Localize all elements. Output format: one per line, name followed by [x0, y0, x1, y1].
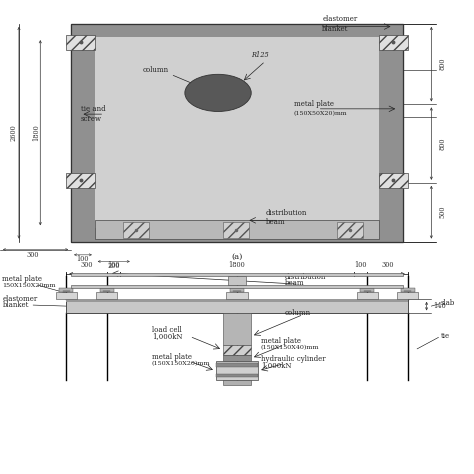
Text: 100: 100 — [355, 261, 367, 269]
Bar — [337, 222, 363, 237]
Text: 1800: 1800 — [228, 261, 246, 269]
Bar — [223, 355, 251, 361]
Bar — [66, 299, 408, 302]
Text: metal plate: metal plate — [294, 100, 334, 108]
Bar — [223, 222, 249, 237]
Bar — [66, 35, 95, 50]
Text: 1,000kN: 1,000kN — [261, 362, 291, 370]
Text: elastomer: elastomer — [322, 15, 357, 23]
Text: tie and: tie and — [81, 106, 105, 113]
Text: (150X150X40)mm: (150X150X40)mm — [261, 345, 319, 350]
Bar — [100, 288, 114, 292]
Bar — [59, 288, 73, 292]
Bar — [216, 364, 258, 366]
Text: 2600: 2600 — [9, 124, 18, 141]
Text: 140: 140 — [434, 302, 447, 310]
Text: 800: 800 — [438, 137, 447, 150]
Text: metal plate: metal plate — [2, 275, 42, 283]
Text: beam: beam — [265, 219, 285, 226]
Bar — [379, 24, 403, 242]
Text: (150X50X20)mm: (150X50X20)mm — [294, 111, 347, 117]
Bar — [96, 292, 117, 299]
Text: metal plate: metal plate — [261, 337, 301, 345]
Text: 150X150X20mm: 150X150X20mm — [2, 283, 56, 288]
Bar — [71, 273, 403, 276]
Bar — [227, 292, 247, 299]
Bar — [71, 228, 403, 242]
Bar — [379, 35, 408, 50]
Bar — [66, 299, 408, 313]
Text: load cell: load cell — [152, 326, 182, 334]
Bar — [95, 220, 379, 239]
Bar — [223, 380, 251, 385]
Text: 300: 300 — [381, 261, 394, 269]
Bar — [356, 292, 378, 299]
Text: beam: beam — [284, 279, 304, 287]
Text: 1800: 1800 — [32, 124, 40, 141]
Bar — [401, 288, 415, 292]
Text: blanket: blanket — [2, 301, 29, 309]
Text: slab: slab — [441, 299, 455, 307]
Bar — [71, 24, 403, 242]
Bar — [216, 374, 258, 377]
Text: column: column — [284, 310, 310, 318]
Text: hydraulic cylinder: hydraulic cylinder — [261, 356, 325, 364]
Text: 100: 100 — [77, 255, 89, 264]
Bar — [216, 361, 258, 380]
Text: 1,000kN: 1,000kN — [152, 332, 182, 340]
Text: 100: 100 — [107, 261, 119, 269]
Text: R125: R125 — [251, 51, 269, 59]
Text: 300: 300 — [80, 261, 93, 269]
Bar — [223, 313, 251, 345]
Text: (a): (a) — [231, 253, 243, 261]
Circle shape — [185, 74, 251, 111]
Bar — [56, 292, 77, 299]
Bar — [230, 288, 244, 292]
Bar — [228, 276, 246, 284]
Text: distribution: distribution — [265, 209, 307, 217]
Bar — [66, 173, 95, 189]
Bar — [223, 345, 251, 355]
Bar — [71, 284, 403, 288]
Text: blanket: blanket — [322, 25, 349, 33]
Text: 800: 800 — [438, 58, 447, 71]
Bar — [71, 24, 403, 242]
Bar — [379, 173, 408, 189]
Bar — [360, 288, 374, 292]
Text: tie: tie — [441, 332, 450, 340]
Text: 500: 500 — [438, 206, 447, 219]
Bar — [71, 24, 95, 242]
Text: 200: 200 — [108, 262, 120, 270]
Text: 300: 300 — [27, 252, 39, 259]
Bar — [71, 24, 403, 37]
Text: (150X150X20)mm: (150X150X20)mm — [152, 361, 210, 366]
Bar — [397, 292, 418, 299]
Text: elastomer: elastomer — [2, 295, 37, 303]
Text: distribution: distribution — [284, 273, 326, 281]
Text: metal plate: metal plate — [152, 353, 191, 361]
Text: screw: screw — [81, 115, 101, 123]
Bar — [123, 222, 149, 237]
Text: column: column — [142, 66, 168, 73]
